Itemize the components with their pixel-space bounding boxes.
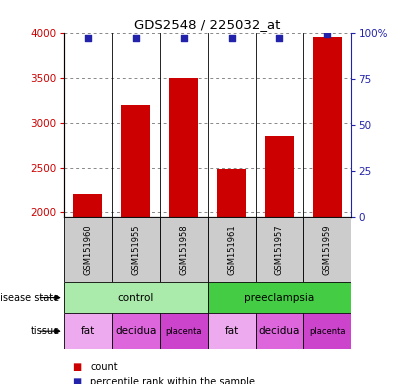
Point bbox=[84, 35, 91, 41]
Point bbox=[132, 35, 139, 41]
Bar bbox=[256, 217, 303, 282]
Bar bbox=[265, 136, 294, 217]
Bar bbox=[121, 104, 150, 217]
Text: count: count bbox=[90, 362, 118, 372]
Text: percentile rank within the sample: percentile rank within the sample bbox=[90, 377, 255, 384]
Bar bbox=[159, 217, 208, 282]
Bar bbox=[303, 313, 351, 349]
Bar bbox=[208, 217, 256, 282]
Bar bbox=[256, 313, 303, 349]
Text: ■: ■ bbox=[72, 362, 81, 372]
Text: GSM151960: GSM151960 bbox=[83, 224, 92, 275]
Point bbox=[276, 35, 283, 41]
Bar bbox=[169, 78, 198, 217]
Text: fat: fat bbox=[81, 326, 95, 336]
Text: GSM151957: GSM151957 bbox=[275, 224, 284, 275]
Point bbox=[324, 31, 331, 38]
Text: preeclampsia: preeclampsia bbox=[245, 293, 314, 303]
Text: GSM151959: GSM151959 bbox=[323, 224, 332, 275]
Bar bbox=[64, 282, 208, 313]
Text: placenta: placenta bbox=[165, 327, 202, 336]
Point bbox=[180, 35, 187, 41]
Text: decidua: decidua bbox=[115, 326, 156, 336]
Text: decidua: decidua bbox=[259, 326, 300, 336]
Text: GSM151961: GSM151961 bbox=[227, 224, 236, 275]
Text: GSM151955: GSM151955 bbox=[131, 224, 140, 275]
Bar bbox=[73, 194, 102, 217]
Bar bbox=[217, 169, 246, 217]
Bar bbox=[159, 313, 208, 349]
Title: GDS2548 / 225032_at: GDS2548 / 225032_at bbox=[134, 18, 281, 31]
Bar bbox=[303, 217, 351, 282]
Bar bbox=[64, 313, 112, 349]
Point bbox=[228, 35, 235, 41]
Text: fat: fat bbox=[224, 326, 239, 336]
Text: disease state: disease state bbox=[0, 293, 60, 303]
Bar bbox=[112, 217, 159, 282]
Bar bbox=[64, 217, 112, 282]
Text: placenta: placenta bbox=[309, 327, 346, 336]
Text: tissue: tissue bbox=[30, 326, 60, 336]
Bar bbox=[112, 313, 159, 349]
Text: control: control bbox=[118, 293, 154, 303]
Bar bbox=[313, 37, 342, 217]
Text: GSM151958: GSM151958 bbox=[179, 224, 188, 275]
Text: ■: ■ bbox=[72, 377, 81, 384]
Bar bbox=[208, 282, 351, 313]
Bar bbox=[208, 313, 256, 349]
